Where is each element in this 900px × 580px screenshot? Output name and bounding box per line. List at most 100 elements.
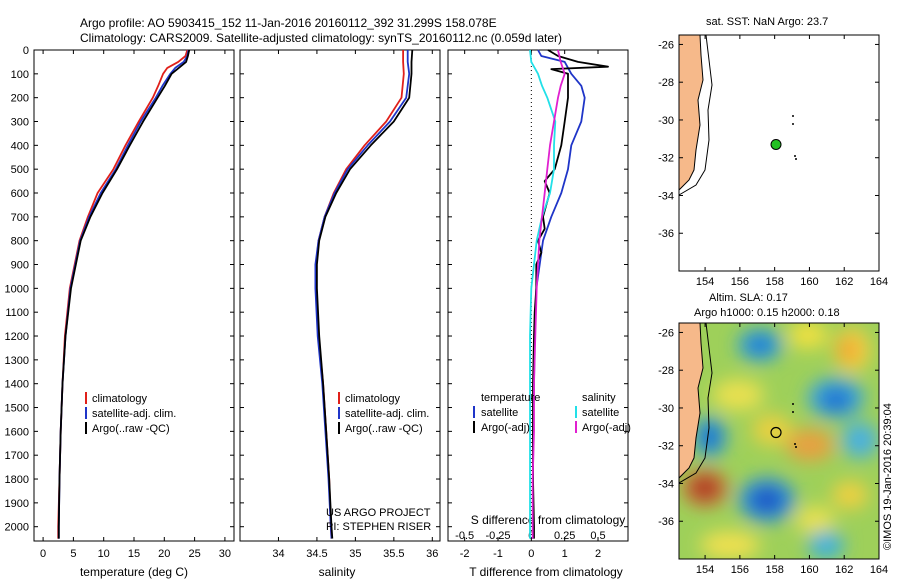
depth-tick-label: 400 [11, 140, 29, 152]
depth-tick-label: 1600 [5, 426, 29, 438]
legend-temp-satellite: satellite [481, 407, 518, 419]
temperature-axis-label: temperature (deg C) [80, 565, 188, 579]
pi-annotation: PI: STEPHEN RISER [326, 521, 431, 533]
map-x-tick-label: 160 [800, 276, 818, 288]
map-x-tick-label: 162 [835, 564, 853, 576]
sla-heatmap [679, 323, 879, 559]
x-tick-label: 25 [188, 548, 200, 560]
map-x-tick-label: 162 [835, 276, 853, 288]
map-x-tick-label: 160 [800, 564, 818, 576]
depth-tick-marks [34, 49, 628, 528]
difference-panel-frame [447, 49, 629, 542]
sst-map-title: sat. SST: NaN Argo: 23.7 [706, 16, 828, 28]
depth-tick-label: 1900 [5, 498, 29, 510]
map-x-tick-label: 154 [696, 564, 714, 576]
map-x-tick-label: 156 [731, 564, 749, 576]
x-tick-label: 0 [528, 548, 534, 560]
legend-salinity-header: salinity [582, 392, 616, 404]
temperature-x-ticks: 0 5 10 15 20 25 30 [40, 50, 231, 560]
sla-map-shelf-contour [679, 323, 713, 484]
x-tick-label: 36 [426, 548, 438, 560]
legend-satellite: satellite-adj. clim. [345, 408, 429, 420]
s-diff-tick-label: -0.25 [485, 530, 510, 542]
sla-island [794, 443, 796, 445]
x-tick-label: 15 [128, 548, 140, 560]
map-y-tick-label: -30 [658, 403, 674, 415]
project-annotation: US ARGO PROJECT [326, 507, 431, 519]
sla-island [792, 411, 794, 413]
t-difference-axis-label: T difference from climatology [469, 565, 623, 579]
figure-title-line2: Climatology: CARS2009. Satellite-adjuste… [80, 31, 562, 45]
legend-temperature-header: temperature [481, 392, 540, 404]
s-difference-axis-label: S difference from climatology [471, 513, 626, 527]
map-x-tick-label: 164 [870, 276, 888, 288]
map-y-tick-label: -26 [658, 327, 674, 339]
sla-argo-position-marker [770, 426, 782, 439]
temperature-panel-frame [33, 49, 235, 542]
series-line-satellite-adj-clim- [314, 50, 411, 539]
depth-axis: 0 100 200 300 400 500 600 700 800 900 1000 1100 1200… [5, 45, 29, 534]
legend-argo: Argo(..raw -QC) [345, 423, 423, 435]
map-x-tick-label: 164 [870, 564, 888, 576]
sla-map-land [679, 323, 704, 479]
series-line-argo-raw-qc- [57, 49, 191, 539]
depth-tick-label: 1200 [5, 331, 29, 343]
depth-tick-label: 1800 [5, 474, 29, 486]
legend-sal-argo: Argo(-adj) [582, 422, 631, 434]
depth-tick-label: 300 [11, 117, 29, 129]
x-tick-label: 10 [98, 548, 110, 560]
sst-island [792, 115, 794, 117]
depth-tick-label: 1300 [5, 355, 29, 367]
imos-credit: ©IMOS 19-Jan-2016 20:39:04 [882, 403, 894, 550]
sst-map-frame [678, 34, 880, 272]
map-y-tick-label: -34 [658, 190, 674, 202]
sst-island [795, 158, 797, 160]
map-y-tick-label: -36 [658, 228, 674, 240]
sla-map-title-line1: Altim. SLA: 0.17 [709, 292, 788, 304]
sla-map-frame [678, 322, 880, 560]
depth-tick-label: 1000 [5, 283, 29, 295]
series-line-satellite-adj-clim- [57, 49, 190, 539]
depth-tick-label: 200 [11, 93, 29, 105]
sst-map-x-ticks: 154 156 158 160 162 164 [696, 35, 888, 288]
difference-legend: temperature satellite Argo(-adj) salinit… [473, 392, 631, 434]
depth-tick-label: 500 [11, 164, 29, 176]
sla-map-x-ticks: 154 156 158 160 162 164 [696, 323, 888, 576]
salinity-legend: climatology satellite-adj. clim. Argo(..… [338, 392, 429, 435]
sla-map-title-line2: Argo h1000: 0.15 h2000: 0.18 [694, 307, 840, 319]
x-tick-label: 30 [219, 548, 231, 560]
salinity-axis-label: salinity [319, 565, 356, 579]
map-y-tick-label: -30 [658, 115, 674, 127]
legend-satellite: satellite-adj. clim. [92, 408, 176, 420]
depth-tick-label: 800 [11, 236, 29, 248]
depth-tick-label: 600 [11, 188, 29, 200]
depth-tick-label: 1400 [5, 379, 29, 391]
map-y-tick-label: -28 [658, 77, 674, 89]
x-tick-label: 0 [40, 548, 46, 560]
series-line-climatology [57, 49, 189, 539]
map-y-tick-label: -34 [658, 478, 674, 490]
legend-climatology: climatology [92, 393, 148, 405]
legend-sal-satellite: satellite [582, 407, 619, 419]
series-line-argo-adj- [531, 49, 566, 539]
legend-climatology: climatology [345, 393, 401, 405]
figure-title-line1: Argo profile: AO 5903415_152 11-Jan-2016… [80, 16, 497, 30]
series-line-argo-raw-qc- [315, 49, 414, 539]
map-y-tick-label: -32 [658, 441, 674, 453]
x-tick-label: 35.5 [383, 548, 404, 560]
salinity-x-ticks: 34 34.5 35 35.5 36 [272, 50, 438, 560]
s-diff-tick-label: 0.5 [590, 530, 605, 542]
sst-map-shelf-contour [678, 34, 713, 196]
s-diff-tick-label: 0.25 [554, 530, 575, 542]
difference-profiles [529, 49, 609, 539]
map-x-tick-label: 158 [765, 276, 783, 288]
depth-tick-label: 1700 [5, 450, 29, 462]
x-tick-label: -1 [493, 548, 503, 560]
x-tick-label: 20 [158, 548, 170, 560]
depth-tick-label: 700 [11, 212, 29, 224]
sla-island [795, 446, 797, 448]
series-line-argo-adj- [532, 49, 609, 539]
map-x-tick-label: 156 [731, 276, 749, 288]
x-tick-label: 34.5 [306, 548, 327, 560]
